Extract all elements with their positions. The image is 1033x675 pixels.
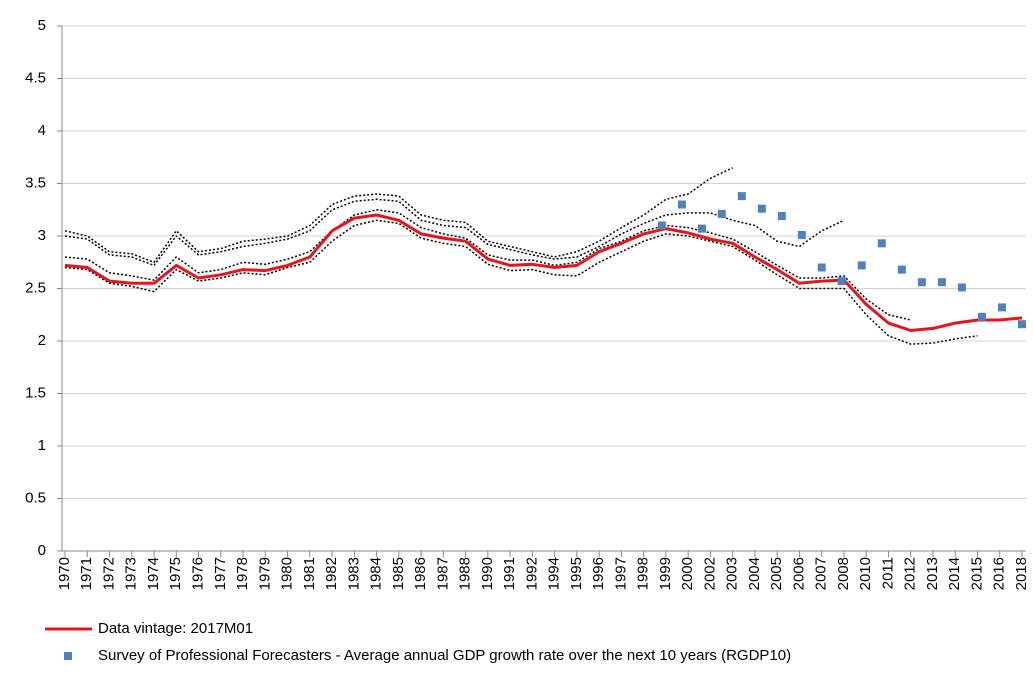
y-tick-label: 1.5	[25, 384, 46, 401]
x-tick-label: 1973	[123, 557, 140, 590]
x-tick-label: 1990	[479, 557, 496, 590]
x-tick-label: 1985	[390, 557, 407, 590]
spf-point	[837, 277, 846, 286]
x-tick-label: 2016	[991, 557, 1008, 590]
x-tick-label: 1987	[434, 557, 451, 590]
x-tick-label: 2006	[790, 557, 807, 590]
x-tick-label: 1983	[345, 557, 362, 590]
spf-point	[937, 278, 946, 287]
legend-label: Data vintage: 2017M01	[98, 620, 253, 637]
x-tick-label: 1992	[523, 557, 540, 590]
spf-point	[1018, 320, 1026, 329]
spf-point	[857, 261, 866, 270]
spf-point	[657, 221, 666, 230]
x-tick-label: 2010	[857, 557, 874, 590]
x-tick-label: 1978	[234, 557, 251, 590]
y-tick-label: 4	[38, 122, 46, 139]
x-tick-label: 2014	[946, 557, 963, 590]
x-tick-label: 2013	[924, 557, 941, 590]
x-tick-label: 1999	[657, 557, 674, 590]
spf-point	[877, 239, 886, 248]
y-tick-label: 2	[38, 332, 46, 349]
x-tick-label: 1981	[301, 557, 318, 590]
x-tick-label: 1984	[368, 557, 385, 590]
spf-point	[977, 312, 986, 321]
spf-point	[797, 230, 806, 239]
spf-point	[917, 278, 926, 287]
x-tick-label: 1976	[190, 557, 207, 590]
x-tick-label: 2012	[902, 557, 919, 590]
y-tick-label: 0	[38, 542, 46, 559]
x-tick-label: 1986	[412, 557, 429, 590]
y-tick-label: 4.5	[25, 69, 46, 86]
y-tick-label: 1	[38, 437, 46, 454]
x-tick-label: 1988	[457, 557, 474, 590]
x-tick-label: 2018	[1013, 557, 1030, 590]
y-tick-label: 2.5	[25, 279, 46, 296]
x-tick-label: 1975	[167, 557, 184, 590]
x-tick-label: 1998	[635, 557, 652, 590]
x-tick-label: 1994	[546, 557, 563, 590]
x-tick-label: 2008	[835, 557, 852, 590]
x-tick-label: 1995	[568, 557, 585, 590]
x-tick-label: 1997	[612, 557, 629, 590]
spf-point	[677, 200, 686, 209]
spf-point	[997, 303, 1006, 312]
spf-point	[717, 209, 726, 218]
y-tick-label: 3.5	[25, 174, 46, 191]
spf-point	[817, 263, 826, 272]
vintage-line	[64, 198, 845, 267]
x-tick-label: 1971	[78, 557, 95, 590]
x-tick-label: 1970	[56, 557, 73, 590]
spf-point	[737, 192, 746, 201]
y-tick-label: 5	[38, 17, 46, 34]
x-tick-label: 2011	[879, 557, 896, 589]
x-tick-label: 1972	[100, 557, 117, 590]
spf-point	[697, 224, 706, 233]
x-tick-label: 1974	[145, 557, 162, 590]
x-tick-label: 1977	[212, 557, 229, 590]
vintage-line	[64, 167, 734, 264]
x-tick-label: 1982	[323, 557, 340, 590]
x-tick-label: 2003	[724, 557, 741, 590]
vintage-line	[64, 219, 978, 345]
x-tick-label: 1996	[590, 557, 607, 590]
data-line	[64, 213, 1023, 332]
x-tick-label: 2004	[746, 557, 763, 590]
vintage-line	[64, 209, 911, 321]
y-tick-label: 3	[38, 227, 46, 244]
spf-point	[957, 283, 966, 292]
x-tick-label: 1991	[501, 557, 518, 590]
spf-point	[777, 212, 786, 221]
x-tick-label: 2007	[813, 557, 830, 590]
x-tick-label: 1980	[279, 557, 296, 590]
x-tick-label: 1979	[256, 557, 273, 590]
spf-point	[757, 204, 766, 213]
x-tick-label: 2000	[679, 557, 696, 590]
x-tick-label: 2015	[968, 557, 985, 590]
legend-label: Survey of Professional Forecasters - Ave…	[98, 647, 791, 664]
spf-point	[897, 265, 906, 274]
x-tick-label: 2005	[768, 557, 785, 590]
x-tick-label: 2002	[701, 557, 718, 590]
legend-swatch	[64, 652, 72, 660]
y-tick-label: 0.5	[25, 489, 46, 506]
